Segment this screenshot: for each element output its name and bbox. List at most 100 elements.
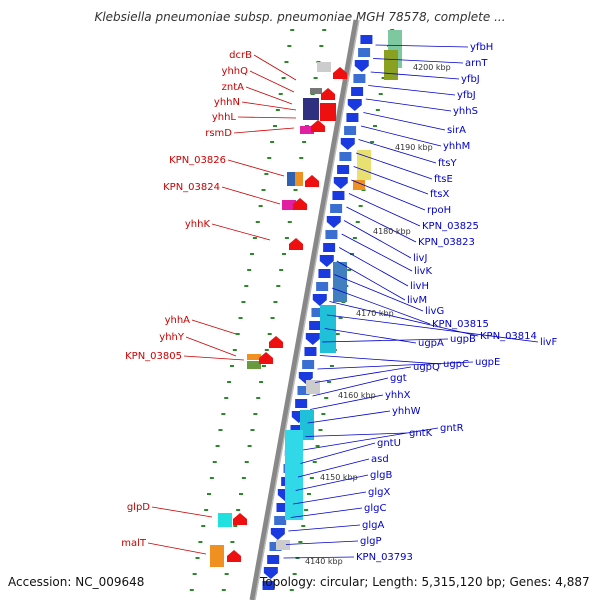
leader-line <box>147 542 207 555</box>
leader-line <box>329 301 479 337</box>
gene-arrow <box>289 238 303 250</box>
gene-label[interactable]: KPN_03823 <box>418 237 475 248</box>
gene-arrow <box>259 352 273 364</box>
gene-label[interactable]: ugpQ <box>413 362 440 373</box>
leader-line <box>302 427 439 451</box>
gene-label[interactable]: KPN_03814 <box>480 331 537 342</box>
gene-label[interactable]: gntK <box>409 428 433 439</box>
gene-block <box>276 540 290 550</box>
gene-label[interactable]: yhhX <box>385 390 411 401</box>
gene-label[interactable]: ugpB <box>450 334 476 345</box>
gene-label[interactable]: KPN_03815 <box>432 319 489 330</box>
gene-block <box>357 150 371 180</box>
gene-block <box>337 165 350 174</box>
gene-label[interactable]: ggt <box>390 373 407 384</box>
gene-label[interactable]: livF <box>540 337 557 348</box>
gene-arrow <box>269 336 283 348</box>
gene-block <box>323 243 336 252</box>
leader-line <box>191 319 237 335</box>
gene-block <box>247 354 261 360</box>
gene-label[interactable]: yhhN <box>214 97 240 108</box>
gene-label[interactable]: dcrB <box>229 50 252 61</box>
gene-label[interactable]: sirA <box>447 125 466 136</box>
leader-line <box>227 159 285 177</box>
gene-label[interactable]: arnT <box>465 58 488 69</box>
leader-line <box>370 71 460 80</box>
gene-block <box>351 87 364 96</box>
leader-line <box>365 98 452 112</box>
gene-label[interactable]: livK <box>414 266 432 277</box>
gene-block <box>300 410 314 440</box>
leader-line <box>290 507 363 518</box>
label-leaders <box>147 44 539 559</box>
gene-label[interactable]: yhhA <box>165 315 191 326</box>
leader-line <box>368 85 456 96</box>
gene-label[interactable]: yhhW <box>392 406 421 417</box>
gene-label[interactable]: yhhL <box>212 112 237 123</box>
gene-label[interactable]: KPN_03824 <box>163 182 220 193</box>
gene-label[interactable]: glgA <box>362 520 384 531</box>
gene-label[interactable]: KPN_03805 <box>125 351 182 362</box>
gene-label[interactable]: yhhS <box>453 106 478 117</box>
gene-block <box>262 581 275 590</box>
gene-label[interactable]: glpD <box>127 502 150 513</box>
gene-label[interactable]: asd <box>371 454 389 465</box>
gene-label[interactable]: livG <box>425 306 444 317</box>
gene-block <box>358 48 371 57</box>
gene-label[interactable]: glgP <box>360 536 382 547</box>
gene-label[interactable]: yhhY <box>159 332 185 343</box>
gene-label[interactable]: ugpE <box>475 357 500 368</box>
gene-label[interactable]: rsmD <box>205 128 232 139</box>
leader-line <box>237 116 297 119</box>
gene-label[interactable]: KPN_03826 <box>169 155 226 166</box>
gene-label[interactable]: glgX <box>368 487 390 498</box>
leader-line <box>151 506 213 518</box>
leader-line <box>348 193 421 227</box>
leader-line <box>293 491 367 505</box>
gene-label[interactable]: yhhQ <box>222 66 249 77</box>
gene-label[interactable]: livM <box>407 295 427 306</box>
gene-label[interactable]: gntU <box>377 438 401 449</box>
leader-line <box>314 366 412 383</box>
leader-line <box>327 314 539 343</box>
gene-label[interactable]: ugpC <box>443 359 469 370</box>
leader-line <box>245 86 293 105</box>
gene-label[interactable]: yhhM <box>443 141 470 152</box>
gene-label[interactable]: zntA <box>222 82 245 93</box>
gene-arrow <box>233 513 247 525</box>
gene-block <box>267 555 280 564</box>
leader-line <box>341 233 413 272</box>
gene-label[interactable]: malT <box>121 538 147 549</box>
gene-label[interactable]: ftsY <box>438 158 457 169</box>
gene-label[interactable]: rpoH <box>427 205 451 216</box>
gene-label[interactable]: yhhK <box>185 219 211 230</box>
gene-label[interactable]: ftsX <box>430 189 449 200</box>
gene-label[interactable]: ugpA <box>418 338 444 349</box>
gene-label[interactable]: livJ <box>413 253 427 264</box>
gene-label[interactable]: livH <box>410 281 429 292</box>
leader-line <box>305 432 408 437</box>
leader-line <box>322 338 449 343</box>
leader-line <box>295 474 369 491</box>
gene-label[interactable]: glgC <box>364 503 386 514</box>
leader-line <box>283 556 355 559</box>
gene-label[interactable]: yfbJ <box>461 74 480 85</box>
gene-label[interactable]: KPN_03825 <box>422 221 479 232</box>
gene-label[interactable]: ftsE <box>434 174 453 185</box>
gene-label[interactable]: glgB <box>370 470 392 481</box>
gene-block <box>282 200 296 210</box>
leader-line <box>373 58 464 64</box>
gene-block <box>295 172 303 186</box>
gene-label[interactable]: KPN_03793 <box>356 552 413 563</box>
gene-label[interactable]: yfbH <box>470 42 493 53</box>
scale-labels: 4200 kbp 4190 kbp 4180 kbp 4170 kbp 4160… <box>305 63 451 566</box>
gene-arrow <box>263 567 278 579</box>
gene-arrow <box>227 550 241 562</box>
leader-line <box>285 540 359 545</box>
gene-label[interactable]: yfbJ <box>457 90 476 101</box>
leader-line <box>334 274 424 312</box>
gene-label[interactable]: gntR <box>440 423 464 434</box>
leader-line <box>358 139 437 164</box>
leader-line <box>343 220 412 259</box>
leader-line <box>183 355 245 361</box>
